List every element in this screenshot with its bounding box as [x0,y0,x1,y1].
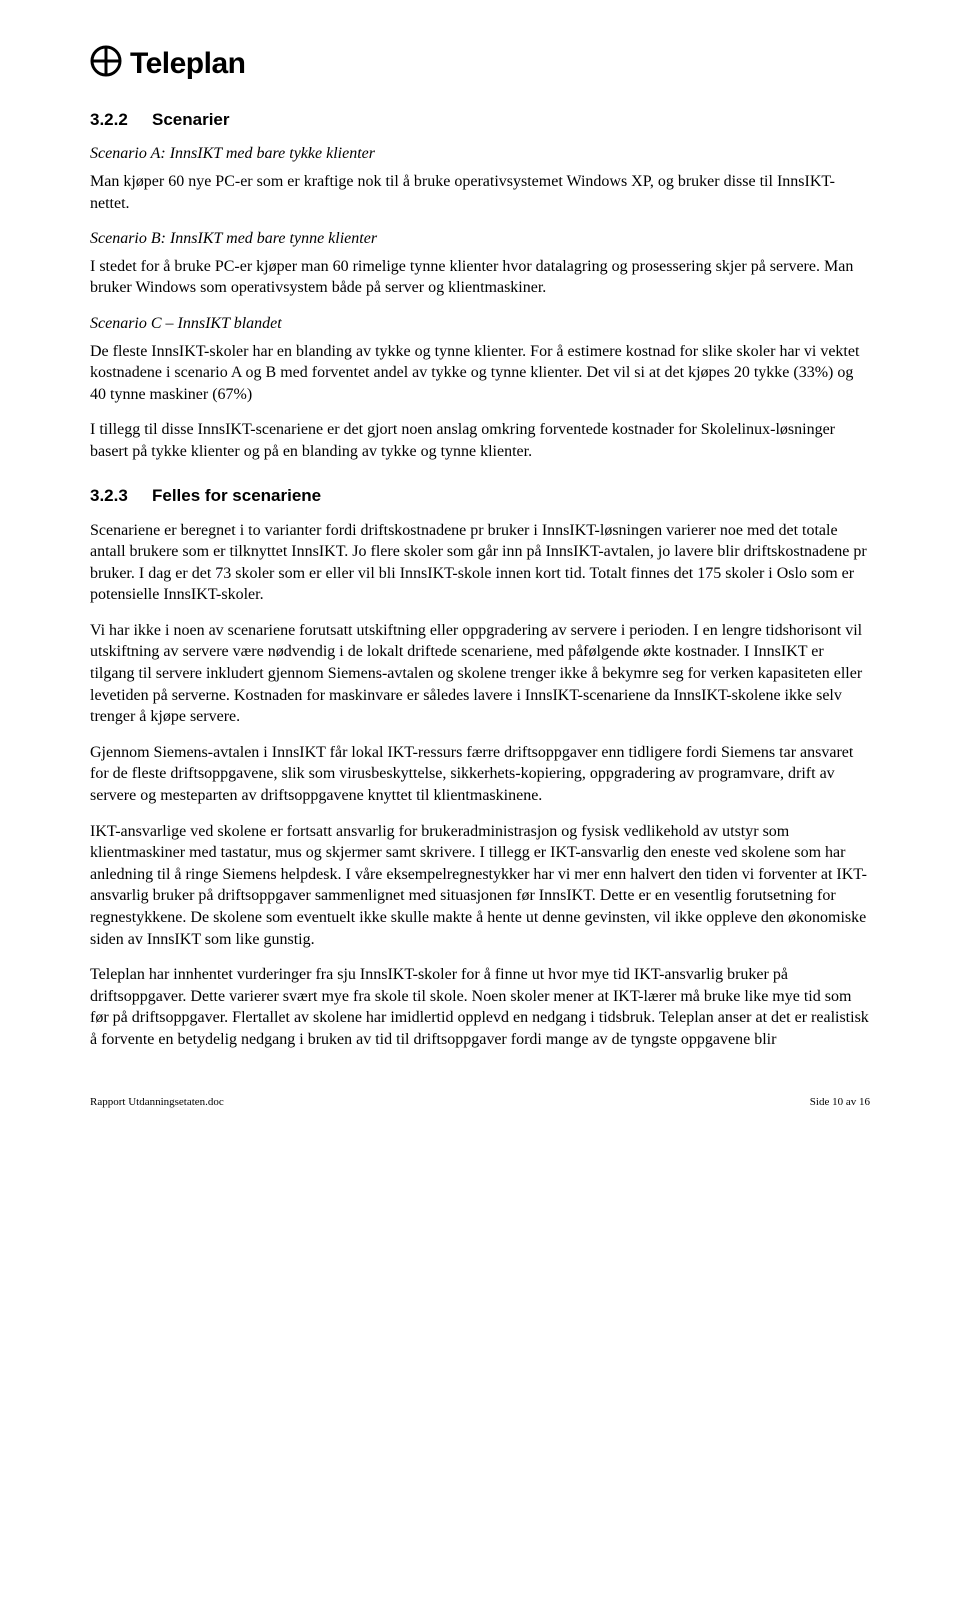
section2-paragraph-2: Vi har ikke i noen av scenariene forutsa… [90,620,870,728]
section-heading-felles: 3.2.3Felles for scenariene [90,485,870,508]
scenario-b-body: I stedet for å bruke PC-er kjøper man 60… [90,256,870,299]
scenario-a-title: Scenario A: InnsIKT med bare tykke klien… [90,143,870,165]
section-title: Felles for scenariene [152,486,321,505]
section-number: 3.2.3 [90,485,152,508]
section2-paragraph-3: Gjennom Siemens-avtalen i InnsIKT får lo… [90,742,870,807]
scenario-c-body: De fleste InnsIKT-skoler har en blanding… [90,341,870,406]
scenario-a-body: Man kjøper 60 nye PC-er som er kraftige … [90,171,870,214]
brand-header: Teleplan [90,44,870,85]
page-footer: Rapport Utdanningsetaten.doc Side 10 av … [90,1095,870,1110]
section2-paragraph-5: Teleplan har innhentet vurderinger fra s… [90,964,870,1050]
logo-icon [90,45,122,84]
scenario-c-title: Scenario C – InnsIKT blandet [90,313,870,335]
section-title: Scenarier [152,110,230,129]
section2-paragraph-1: Scenariene er beregnet i to varianter fo… [90,520,870,606]
section-heading-scenarier: 3.2.2Scenarier [90,109,870,132]
section2-paragraph-4: IKT-ansvarlige ved skolene er fortsatt a… [90,821,870,951]
footer-page-number: Side 10 av 16 [810,1095,870,1110]
brand-name: Teleplan [130,44,245,85]
footer-doc-name: Rapport Utdanningsetaten.doc [90,1095,224,1110]
section1-footnote: I tillegg til disse InnsIKT-scenariene e… [90,419,870,462]
section-number: 3.2.2 [90,109,152,132]
scenario-b-title: Scenario B: InnsIKT med bare tynne klien… [90,228,870,250]
